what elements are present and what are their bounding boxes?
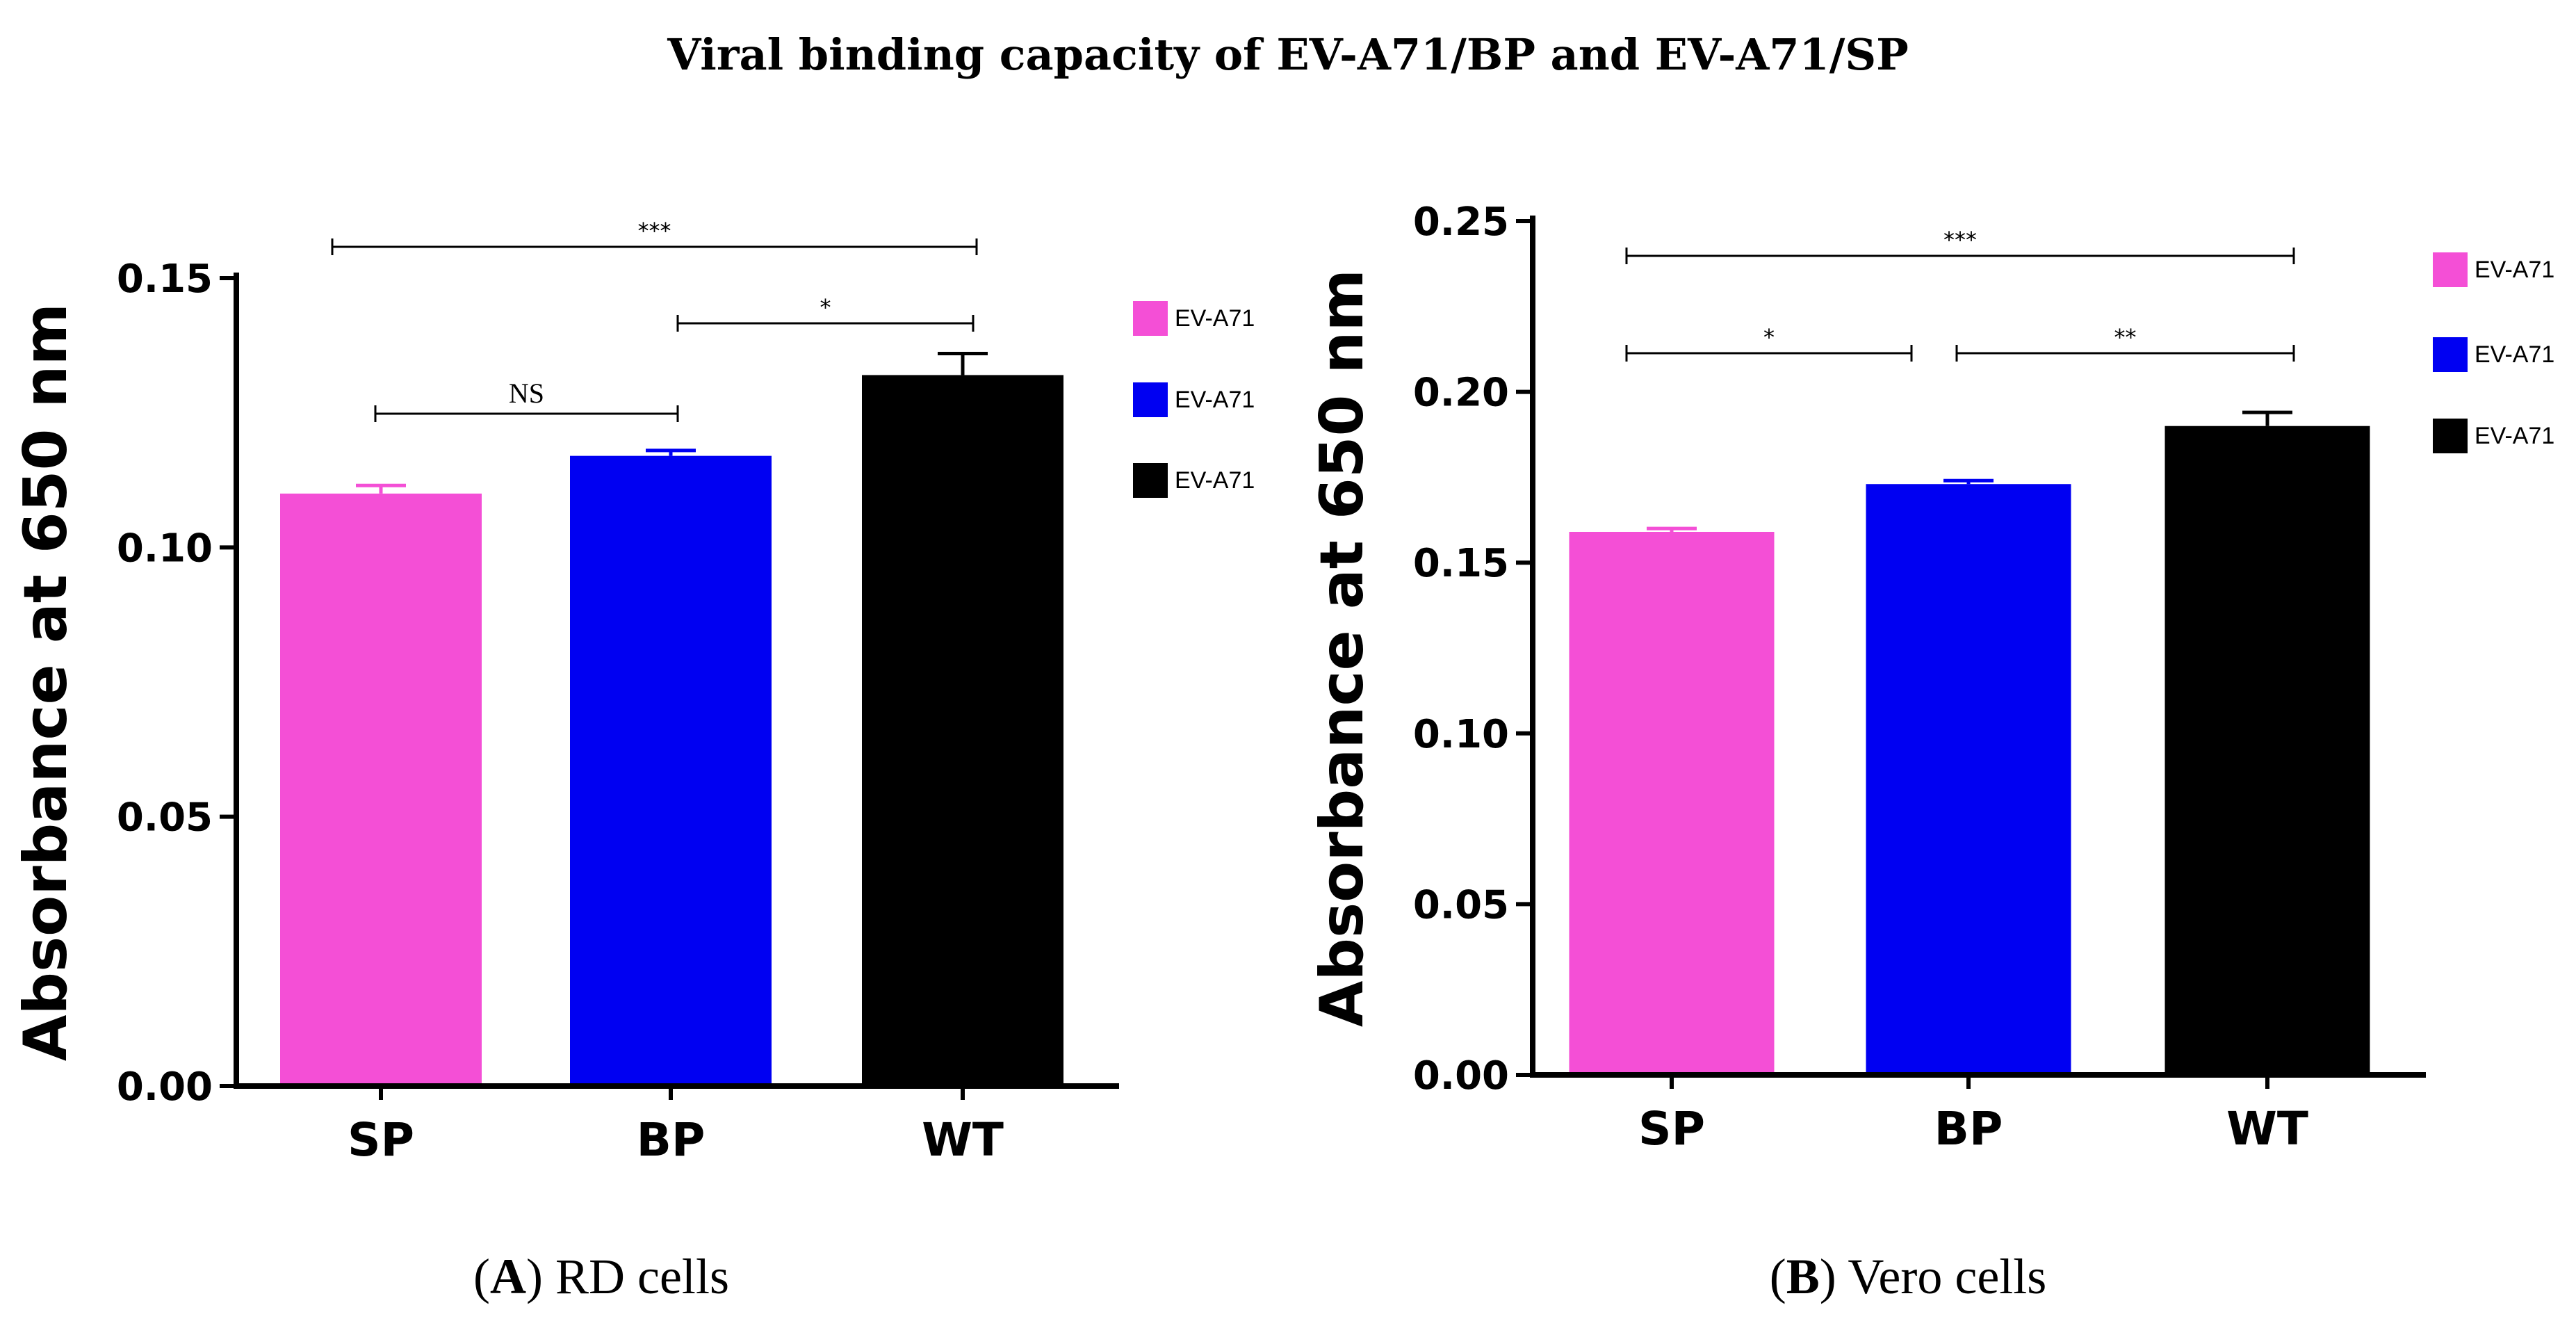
panel-b-x-tick-sp: SP: [1638, 1102, 1705, 1156]
panel-a-significance-bracket: ***: [331, 218, 978, 255]
panel-a-legend-label: EV-A71: [1175, 387, 1255, 413]
panel-b-x-tick-bp: BP: [1934, 1102, 2003, 1156]
panel-a-x-tick-sp: SP: [348, 1113, 414, 1167]
panel-a-bar-bp: [570, 455, 772, 1086]
panel-b-legend-label: EV-A71: [2475, 257, 2554, 283]
panel-a-significance-bracket: *: [676, 294, 975, 332]
panel-a-bar-wt: [862, 375, 1063, 1086]
panel-a-y-tick-label: 0.10: [117, 526, 213, 571]
panel-b-legend-label: EV-A71: [2475, 341, 2554, 368]
panel-a-y-tick-label: 0.00: [117, 1064, 213, 1110]
panel-b-caption: (B) Vero cells: [1770, 1249, 2047, 1304]
panel-a-legend-label: EV-A71: [1175, 305, 1255, 332]
panel-b-legend-swatch-sp: [2433, 252, 2468, 287]
panel-b-bar-sp: [1569, 531, 1775, 1075]
panel-b-y-tick-label: 0.05: [1413, 882, 1509, 928]
panel-b-y-tick-label: 0.25: [1413, 200, 1509, 245]
panel-b-y-tick-label: 0.00: [1413, 1053, 1509, 1099]
panel-b-legend-label: EV-A71: [2475, 423, 2554, 449]
panel-a-caption-letter: A: [490, 1249, 526, 1304]
figure-title: Viral binding capacity of EV-A71/BP and …: [667, 29, 1908, 80]
panel-a-legend-swatch-bp: [1133, 382, 1168, 417]
panel-a-y-axis-label: Absorbance at 650 nm: [11, 303, 81, 1061]
panel-b-y-tick-label: 0.15: [1413, 541, 1509, 586]
panel-a-x-tick-bp: BP: [637, 1113, 706, 1167]
panel-b-significance-label: ***: [1943, 227, 1977, 253]
panel-b-legend-swatch-wt: [2433, 419, 2468, 453]
panel-a-significance-label: ***: [638, 218, 671, 244]
panel-a-significance-label: NS: [509, 378, 544, 409]
panel-a-legend-label: EV-A71: [1175, 467, 1255, 494]
panel-b-significance-label: *: [1763, 324, 1775, 350]
panel-a-chart: Absorbance at 650 nm SP BP WT 0.00 0.05 0.10 0.…: [11, 218, 1255, 1167]
panel-b-caption-letter: B: [1786, 1249, 1820, 1304]
panel-b-significance-bracket: ***: [1625, 227, 2295, 264]
panel-b-x-tick-wt: WT: [2226, 1102, 2308, 1156]
panel-b-significance-bracket: **: [1955, 324, 2295, 362]
panel-b-significance-bracket: *: [1625, 324, 1913, 362]
panel-b-significance-label: **: [2114, 324, 2137, 350]
panel-a-caption-text: RD cells: [555, 1249, 729, 1304]
panel-a-caption: (A) RD cells: [473, 1249, 729, 1304]
panel-b-y-tick-label: 0.20: [1413, 371, 1509, 416]
panel-a-legend-swatch-sp: [1133, 301, 1168, 336]
panel-b-y-axis-label: Absorbance at 650 nm: [1307, 269, 1377, 1027]
panel-b-bar-wt: [2165, 426, 2370, 1075]
panel-a-significance-label: *: [820, 294, 831, 321]
panel-a-x-tick-wt: WT: [922, 1113, 1004, 1167]
panel-b-chart: Absorbance at 650 nm SP BP WT 0.00 0.05 0.10 0.…: [1307, 200, 2554, 1156]
panel-a-significance-bracket: NS: [374, 378, 679, 422]
panel-b-legend-swatch-bp: [2433, 337, 2468, 372]
panel-a-bar-sp: [280, 493, 482, 1086]
panel-b-caption-text: Vero cells: [1848, 1249, 2046, 1304]
panel-b-y-tick-label: 0.10: [1413, 712, 1509, 757]
panel-b-bar-bp: [1866, 484, 2071, 1075]
panel-a-y-tick-label: 0.05: [117, 795, 213, 841]
panel-a-y-tick-label: 0.15: [117, 257, 213, 302]
panel-a-legend-swatch-wt: [1133, 463, 1168, 498]
